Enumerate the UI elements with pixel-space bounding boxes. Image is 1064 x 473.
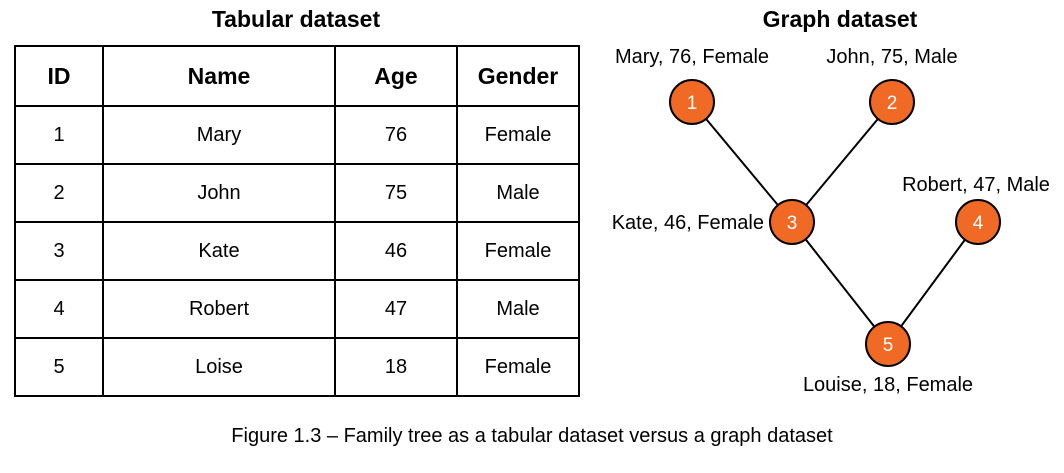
cell-age: 75: [334, 163, 458, 223]
cell-name: John: [102, 163, 336, 223]
cell-gender: Male: [456, 163, 580, 223]
family-table: ID Name Age Gender 1 Mary 76 Female 2 Jo…: [14, 45, 580, 397]
graph-edges: [691, 101, 979, 345]
node-circle: [869, 79, 915, 125]
graph-edge: [887, 221, 979, 345]
cell-age: 46: [334, 221, 458, 281]
cell-gender: Male: [456, 279, 580, 339]
cell-age: 18: [334, 337, 458, 397]
node-label: Robert, 47, Male: [902, 174, 1050, 196]
graph-node: 1 Mary, 76, Female: [615, 46, 769, 125]
graph-edge: [791, 221, 889, 345]
cell-id: 4: [14, 279, 104, 339]
cell-gender: Female: [456, 337, 580, 397]
cell-gender: Female: [456, 105, 580, 165]
node-id: 2: [887, 93, 898, 114]
graph-node: 5 Louise, 18, Female: [803, 321, 973, 396]
graph-node: 3 Kate, 46, Female: [612, 199, 815, 245]
node-id: 4: [973, 213, 984, 234]
node-id: 5: [883, 335, 894, 356]
graph-dataset-title: Graph dataset: [762, 6, 918, 32]
figure-caption: Figure 1.3 – Family tree as a tabular da…: [231, 425, 833, 447]
graph-node: 2 John, 75, Male: [826, 46, 958, 125]
table-row: 3 Kate 46 Female: [14, 221, 580, 281]
table-row: 2 John 75 Male: [14, 163, 580, 223]
column-header-age: Age: [334, 45, 458, 107]
graph-nodes: 1 Mary, 76, Female 2 John, 75, Male 3 Ka…: [612, 46, 1050, 396]
column-header-id: ID: [14, 45, 104, 107]
cell-id: 3: [14, 221, 104, 281]
cell-age: 76: [334, 105, 458, 165]
tabular-dataset-title: Tabular dataset: [211, 6, 381, 32]
cell-name: Kate: [102, 221, 336, 281]
node-label: Kate, 46, Female: [612, 212, 764, 234]
table-header-row: ID Name Age Gender: [14, 45, 580, 107]
graph-node: 4 Robert, 47, Male: [902, 174, 1050, 245]
node-id: 1: [687, 93, 698, 114]
cell-age: 47: [334, 279, 458, 339]
cell-id: 5: [14, 337, 104, 397]
node-label: Mary, 76, Female: [615, 46, 769, 68]
cell-id: 2: [14, 163, 104, 223]
cell-name: Mary: [102, 105, 336, 165]
table-row: 4 Robert 47 Male: [14, 279, 580, 339]
node-label: Louise, 18, Female: [803, 374, 973, 396]
table-row: 5 Loise 18 Female: [14, 337, 580, 397]
table-row: 1 Mary 76 Female: [14, 105, 580, 165]
column-header-gender: Gender: [456, 45, 580, 107]
cell-id: 1: [14, 105, 104, 165]
node-circle: [769, 199, 815, 245]
node-circle: [865, 321, 911, 367]
cell-name: Robert: [102, 279, 336, 339]
graph-edge: [691, 101, 793, 223]
node-circle: [669, 79, 715, 125]
node-id: 3: [787, 213, 798, 234]
node-circle: [955, 199, 1001, 245]
graph-edge: [791, 101, 893, 223]
node-label: John, 75, Male: [826, 46, 957, 68]
column-header-name: Name: [102, 45, 336, 107]
cell-name: Loise: [102, 337, 336, 397]
cell-gender: Female: [456, 221, 580, 281]
